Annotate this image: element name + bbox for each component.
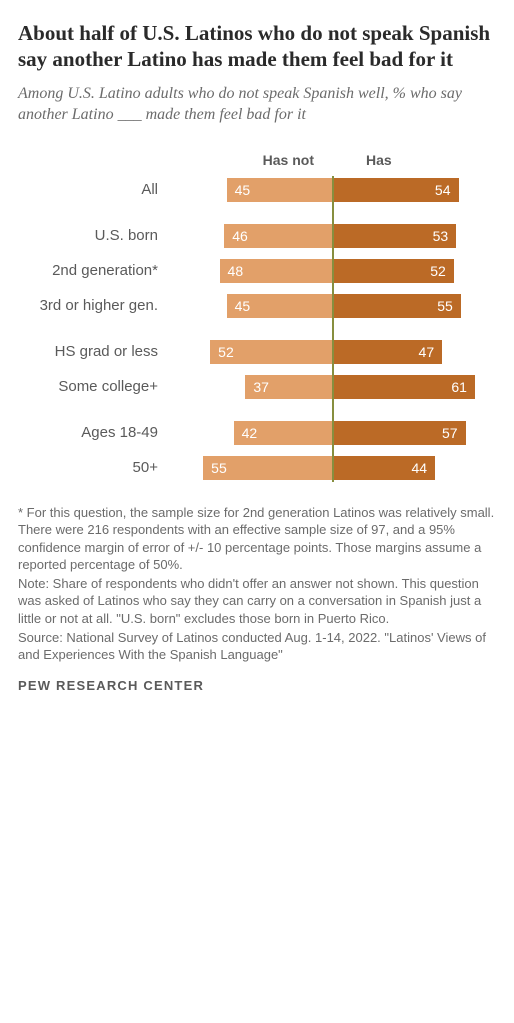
bar-has-not: 45 xyxy=(227,294,332,318)
row-label: HS grad or less xyxy=(18,343,168,360)
center-axis xyxy=(332,176,334,482)
footnote-line: * For this question, the sample size for… xyxy=(18,504,496,574)
table-row: 3rd or higher gen. 4555 xyxy=(18,292,496,320)
table-row: HS grad or less 5247 xyxy=(18,338,496,366)
bar-has: 44 xyxy=(332,456,435,480)
row-group: Ages 18-49 4257 50+ 5544 xyxy=(18,419,496,482)
table-row: Ages 18-49 4257 xyxy=(18,419,496,447)
table-row: 50+ 5544 xyxy=(18,454,496,482)
bar-has-not: 46 xyxy=(224,224,332,248)
chart-title: About half of U.S. Latinos who do not sp… xyxy=(18,20,496,73)
chart-subtitle: Among U.S. Latino adults who do not spea… xyxy=(18,83,496,126)
footnote-line: Note: Share of respondents who didn't of… xyxy=(18,575,496,628)
chart-rows: All4554U.S. born46532nd generation*48523… xyxy=(18,176,496,482)
source-attribution: PEW RESEARCH CENTER xyxy=(18,678,496,693)
bar-has: 53 xyxy=(332,224,456,248)
bar-has: 52 xyxy=(332,259,454,283)
bar-has-not: 42 xyxy=(234,421,332,445)
footnote-line: Source: National Survey of Latinos condu… xyxy=(18,629,496,664)
diverging-bar-chart: Has not Has All4554U.S. born46532nd gene… xyxy=(18,152,496,482)
row-label: Some college+ xyxy=(18,378,168,395)
row-group: All 4554 xyxy=(18,176,496,204)
bar-has-not: 52 xyxy=(210,340,332,364)
table-row: U.S. born 4653 xyxy=(18,222,496,250)
column-headers: Has not Has xyxy=(18,152,496,168)
bar-has: 55 xyxy=(332,294,461,318)
row-group: HS grad or less 5247 Some college+ 3761 xyxy=(18,338,496,401)
bar-has: 57 xyxy=(332,421,466,445)
table-row: Some college+ 3761 xyxy=(18,373,496,401)
row-label: Ages 18-49 xyxy=(18,424,168,441)
row-label: All xyxy=(18,181,168,198)
bar-has-not: 37 xyxy=(245,375,332,399)
bar-has: 54 xyxy=(332,178,459,202)
bar-has-not: 45 xyxy=(227,178,332,202)
bar-has-not: 55 xyxy=(203,456,332,480)
header-has: Has xyxy=(332,152,496,168)
row-label: U.S. born xyxy=(18,227,168,244)
row-label: 50+ xyxy=(18,459,168,476)
bar-has: 47 xyxy=(332,340,442,364)
table-row: 2nd generation* 4852 xyxy=(18,257,496,285)
row-group: U.S. born 4653 2nd generation* 4852 3rd or h… xyxy=(18,222,496,320)
row-label: 3rd or higher gen. xyxy=(18,297,168,314)
footnotes: * For this question, the sample size for… xyxy=(18,504,496,664)
bar-has: 61 xyxy=(332,375,475,399)
header-has-not: Has not xyxy=(168,152,332,168)
table-row: All 4554 xyxy=(18,176,496,204)
row-label: 2nd generation* xyxy=(18,262,168,279)
bar-has-not: 48 xyxy=(220,259,332,283)
